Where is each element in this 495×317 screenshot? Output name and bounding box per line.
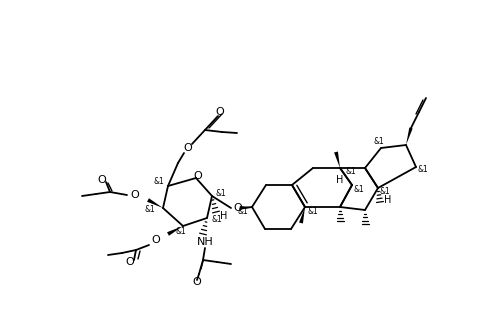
Text: &1: &1 bbox=[346, 167, 357, 177]
Text: &1: &1 bbox=[144, 205, 155, 215]
Text: O: O bbox=[216, 107, 224, 117]
Text: H: H bbox=[384, 195, 392, 205]
Polygon shape bbox=[147, 198, 163, 208]
Polygon shape bbox=[299, 207, 305, 223]
Text: H: H bbox=[220, 211, 227, 221]
Text: &1: &1 bbox=[380, 187, 391, 197]
Text: &1: &1 bbox=[354, 184, 365, 193]
Text: &1: &1 bbox=[418, 165, 429, 173]
Text: O: O bbox=[131, 190, 140, 200]
Text: &1: &1 bbox=[216, 190, 227, 198]
Text: &1: &1 bbox=[211, 216, 222, 224]
Text: &1: &1 bbox=[153, 177, 164, 185]
Text: O: O bbox=[98, 175, 106, 185]
Text: &1: &1 bbox=[374, 138, 385, 146]
Text: &1: &1 bbox=[176, 228, 187, 236]
Text: O: O bbox=[193, 277, 201, 287]
Text: O: O bbox=[194, 171, 202, 181]
Text: &1: &1 bbox=[307, 206, 318, 216]
Text: O: O bbox=[234, 203, 243, 213]
Polygon shape bbox=[167, 226, 183, 236]
Text: O: O bbox=[184, 143, 193, 153]
Text: O: O bbox=[151, 235, 160, 245]
Polygon shape bbox=[406, 127, 413, 145]
Text: &1: &1 bbox=[237, 206, 248, 216]
Polygon shape bbox=[240, 206, 252, 210]
Text: NH: NH bbox=[197, 237, 213, 247]
Text: O: O bbox=[126, 257, 134, 267]
Polygon shape bbox=[334, 152, 340, 168]
Text: H: H bbox=[336, 175, 344, 185]
